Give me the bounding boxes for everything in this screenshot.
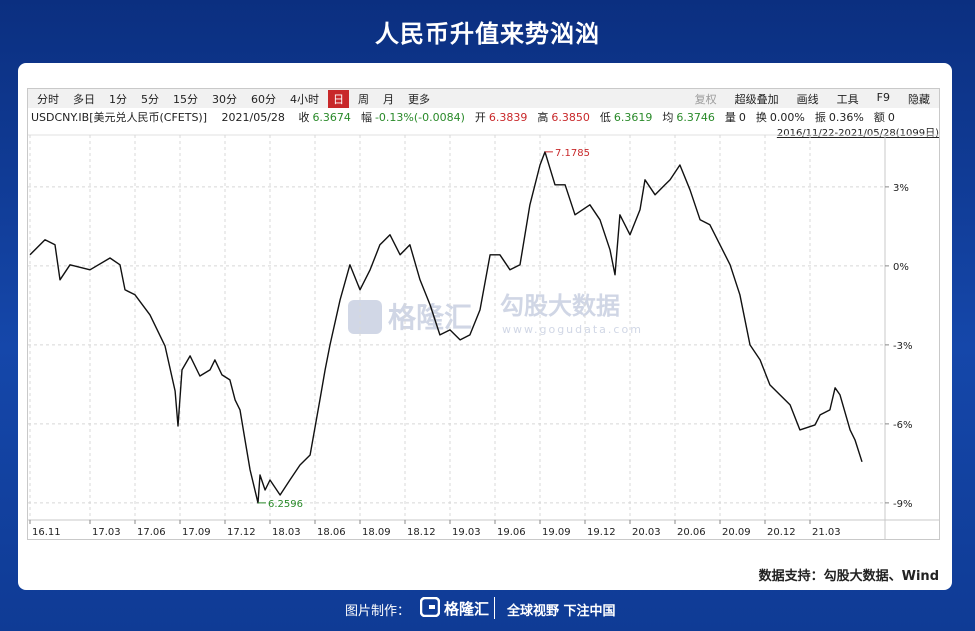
quote-label: 高	[537, 111, 549, 124]
y-tick-label: -3%	[893, 341, 912, 352]
y-tick-label: -6%	[893, 420, 912, 431]
annotation: 6.2596	[268, 499, 303, 510]
quote-label: 均	[662, 111, 674, 124]
quote-label: 开	[474, 111, 486, 124]
card	[18, 63, 952, 590]
x-tick-label: 21.03	[812, 527, 841, 538]
logo-text: 格隆汇	[444, 600, 490, 618]
x-tick-label: 18.09	[362, 527, 391, 538]
period-tab[interactable]: 4小时	[290, 92, 319, 106]
x-tick-label: 19.12	[587, 527, 616, 538]
x-tick-label: 20.06	[677, 527, 706, 538]
quote-value: 0.00%	[769, 111, 805, 124]
tools: 复权 超级叠加 画线 工具 F9 隐藏	[686, 91, 939, 107]
x-tick-label: 20.03	[632, 527, 661, 538]
tool-button[interactable]: 工具	[836, 92, 859, 106]
period-tab[interactable]: 月	[383, 92, 394, 106]
quote-label: 换	[755, 111, 767, 124]
quote-label: 幅	[360, 111, 372, 124]
x-tick-label: 17.09	[182, 527, 211, 538]
period-tab[interactable]: 多日	[73, 92, 95, 106]
period-tab[interactable]: 15分	[173, 92, 198, 106]
tool-button[interactable]: 画线	[796, 92, 819, 106]
quote-value: 6.3619	[613, 111, 653, 124]
slogan: 全球视野 下注中国	[507, 604, 616, 619]
quote-value: 6.3850	[551, 111, 590, 124]
tool-button[interactable]: 复权	[694, 92, 717, 106]
watermark-icon	[348, 300, 382, 334]
period-tab[interactable]: 1分	[109, 92, 127, 106]
x-tick-label: 19.09	[542, 527, 571, 538]
quote-value: 0.36%	[828, 111, 864, 124]
watermark-name: 勾股大数据	[500, 292, 620, 320]
tool-button[interactable]: F9	[876, 90, 890, 104]
footer-divider	[494, 597, 495, 619]
symbol: USDCNY.IB[美元兑人民币(CFETS)]	[31, 111, 208, 124]
x-tick-label: 18.06	[317, 527, 346, 538]
price-line	[29, 151, 863, 504]
page-title: 人民币升值来势汹汹	[375, 20, 600, 48]
period-tab[interactable]: 分时	[37, 92, 59, 106]
date: 2021/05/28	[221, 111, 285, 124]
period-tab[interactable]: 5分	[141, 92, 159, 106]
quote-label: 低	[599, 111, 611, 124]
period-tab[interactable]: 日	[328, 89, 349, 108]
watermark: 格隆汇 勾股大数据 www.gogudata.com	[348, 292, 643, 336]
annotation: 7.1785	[555, 148, 590, 159]
toolbar: 分时 多日 1分 5分 15分 30分 60分 4小时日周月更多 复权 超级叠加 画线 工具 F9 隐藏	[28, 89, 939, 108]
chart-panel	[27, 88, 940, 540]
quote-value: 0	[738, 111, 746, 124]
x-tick-label: 19.06	[497, 527, 526, 538]
quote-row: USDCNY.IB[美元兑人民币(CFETS)] 2021/05/28 收 6.3…	[31, 109, 898, 125]
quote-label: 量	[724, 111, 736, 124]
period-tab[interactable]: 60分	[251, 92, 276, 106]
tool-button[interactable]: 超级叠加	[734, 92, 779, 106]
x-tick-label: 20.12	[767, 527, 796, 538]
quote-label: 振	[814, 111, 826, 124]
x-tick-label: 16.11	[32, 527, 61, 538]
x-tick-label: 18.03	[272, 527, 301, 538]
period-tab[interactable]: 周	[358, 92, 369, 106]
y-tick-label: 3%	[893, 183, 909, 194]
watermark-url: www.gogudata.com	[502, 323, 643, 336]
quote-label: 收	[298, 111, 310, 124]
quote-value: 0	[887, 111, 895, 124]
x-tick-label: 18.12	[407, 527, 436, 538]
y-tick-label: -9%	[893, 499, 912, 510]
maker-label: 图片制作：	[345, 604, 411, 619]
logo-icon	[420, 597, 440, 617]
x-tick-label: 20.09	[722, 527, 751, 538]
period-tab[interactable]: 更多	[408, 92, 430, 106]
y-tick-label: 0%	[893, 262, 909, 273]
quote-value: 6.3746	[676, 111, 715, 124]
quote-value: -0.13%(-0.0084)	[374, 111, 465, 124]
tool-button[interactable]: 隐藏	[908, 92, 930, 106]
date-range: 2016/11/22-2021/05/28(1099日)	[776, 128, 939, 139]
x-tick-label: 17.12	[227, 527, 256, 538]
period-tab[interactable]: 30分	[212, 92, 237, 106]
quote-value: 6.3839	[488, 111, 528, 124]
x-tick-label: 17.03	[92, 527, 121, 538]
quote-label: 额	[873, 111, 885, 124]
quote-value: 6.3674	[312, 111, 351, 124]
x-tick-label: 19.03	[452, 527, 481, 538]
x-tick-label: 17.06	[137, 527, 166, 538]
source-note: 数据支持：勾股大数据、Wind	[758, 569, 939, 584]
